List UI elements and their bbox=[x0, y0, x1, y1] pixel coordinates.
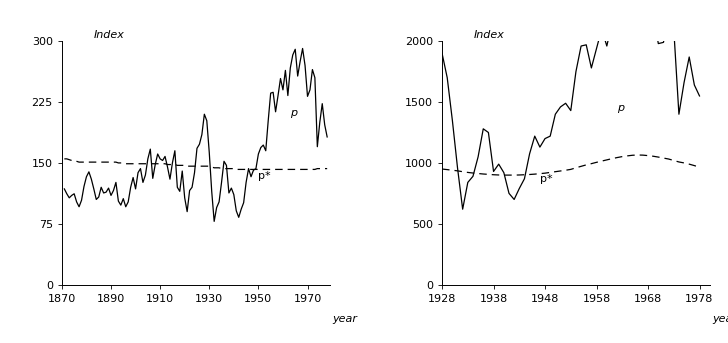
Text: Index: Index bbox=[474, 31, 505, 40]
Text: year: year bbox=[713, 314, 728, 324]
Text: p: p bbox=[290, 108, 298, 118]
Text: p: p bbox=[617, 103, 624, 113]
Text: year: year bbox=[332, 314, 357, 324]
Text: Index: Index bbox=[94, 31, 125, 40]
Text: p*: p* bbox=[258, 171, 271, 181]
Text: p*: p* bbox=[540, 174, 553, 185]
